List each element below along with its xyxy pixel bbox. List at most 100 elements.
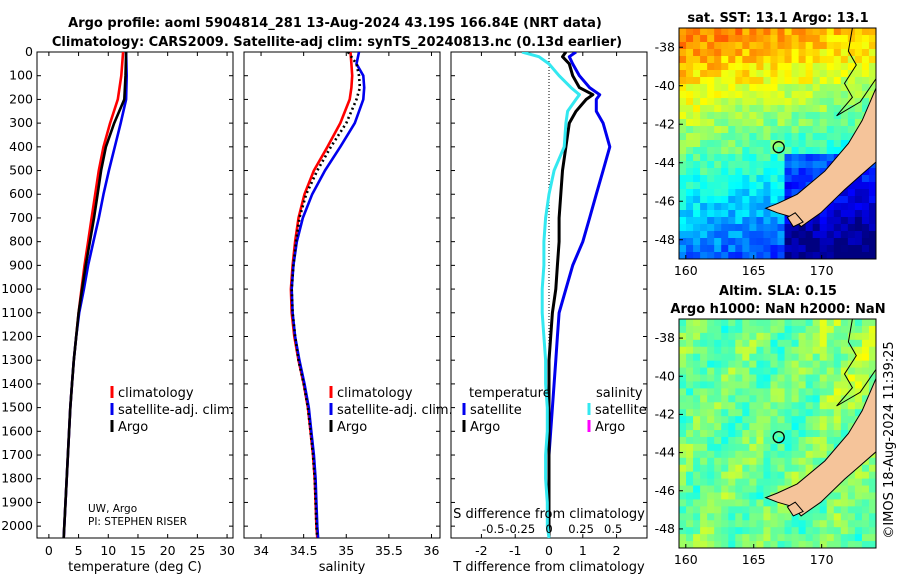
map-cell — [840, 534, 849, 542]
map-cell — [812, 416, 821, 424]
map-cell — [686, 436, 694, 445]
map-cell — [833, 374, 842, 383]
map-cell — [728, 541, 736, 548]
map-frame — [678, 27, 877, 260]
map-cell — [819, 35, 828, 43]
map-cell — [784, 119, 793, 127]
map-cell — [784, 395, 793, 403]
map-cell — [749, 436, 757, 445]
map-cell — [847, 49, 856, 57]
map-cell — [742, 367, 750, 376]
map-cell — [742, 175, 750, 183]
sla-map-title-line-1: Altim. SLA: 0.15 — [719, 284, 837, 299]
map-cell — [700, 175, 708, 183]
map-cell — [707, 182, 715, 190]
legend-label-argo: Argo — [337, 420, 367, 435]
map-cell — [854, 381, 863, 389]
map-cell — [763, 325, 772, 334]
map-cell — [777, 49, 786, 57]
map-cell — [742, 499, 750, 507]
map-cell — [819, 367, 828, 376]
map-cell — [749, 423, 757, 431]
map-y-tick-label: -46 — [655, 193, 675, 208]
map-cell — [861, 527, 870, 535]
map-cell — [819, 161, 828, 169]
map-cell — [700, 332, 708, 341]
map-cell — [805, 332, 814, 341]
series-lines — [62, 52, 128, 538]
map-cell — [819, 252, 828, 259]
map-cell — [693, 147, 701, 155]
map-cell — [679, 56, 687, 64]
map-cell — [791, 182, 800, 190]
map-cell — [805, 112, 814, 120]
map-cell — [756, 56, 765, 64]
map-cell — [742, 520, 750, 528]
map-cell — [749, 217, 757, 225]
legend-title-temperature: temperature — [469, 386, 551, 401]
map-cell — [763, 175, 772, 183]
map-cell — [714, 534, 722, 542]
map-cell — [868, 49, 876, 57]
map-cell — [826, 203, 835, 211]
map-cell — [791, 147, 800, 155]
map-cell — [700, 395, 708, 403]
x-tick-label: 0 — [545, 543, 553, 558]
map-cell — [791, 231, 800, 239]
map-cell — [742, 28, 750, 36]
map-cell — [777, 353, 786, 362]
map-cell — [749, 105, 757, 113]
map-cell — [784, 84, 793, 92]
map-cell — [763, 416, 772, 424]
map-cell — [826, 231, 835, 239]
map-cell — [700, 154, 708, 162]
map-cell — [826, 513, 835, 521]
map-cell — [714, 485, 722, 494]
map-cell — [770, 402, 779, 410]
map-cell — [791, 84, 800, 92]
map-cell — [798, 513, 807, 521]
map-cell — [735, 464, 743, 473]
map-cell — [833, 541, 842, 548]
map-cell — [854, 203, 863, 211]
map-cell — [728, 381, 736, 389]
map-cell — [721, 423, 729, 431]
map-cell — [861, 189, 870, 197]
map-cell — [749, 381, 757, 389]
map-cell — [840, 353, 849, 362]
map-cell — [819, 443, 828, 452]
map-cell — [728, 70, 736, 78]
map-cell — [798, 56, 807, 64]
map-cell — [791, 105, 800, 113]
map-cell — [756, 499, 765, 507]
map-cell — [700, 140, 708, 148]
map-cell — [679, 492, 687, 501]
map-cell — [791, 464, 800, 473]
map-cell — [840, 430, 849, 438]
map-cell — [763, 196, 772, 204]
map-cell — [763, 147, 772, 155]
map-cell — [840, 409, 849, 417]
map-cell — [693, 112, 701, 120]
map-cell — [707, 245, 715, 253]
map-cell — [700, 105, 708, 113]
map-cell — [693, 513, 701, 521]
map-cell — [784, 464, 793, 473]
map-cell — [728, 154, 736, 162]
map-cell — [770, 478, 779, 487]
map-cell — [777, 409, 786, 417]
map-cell — [756, 182, 765, 190]
map-cell — [742, 527, 750, 535]
map-cell — [784, 224, 793, 232]
map-cell — [805, 534, 814, 542]
map-cell — [686, 133, 694, 141]
map-cell — [700, 189, 708, 197]
map-cell — [777, 245, 786, 253]
map-cell — [742, 168, 750, 176]
map-cell — [791, 430, 800, 438]
map-cell — [721, 471, 729, 480]
map-cell — [749, 112, 757, 120]
map-cell — [798, 140, 807, 148]
map-cell — [770, 443, 779, 452]
map-cell — [763, 388, 772, 396]
